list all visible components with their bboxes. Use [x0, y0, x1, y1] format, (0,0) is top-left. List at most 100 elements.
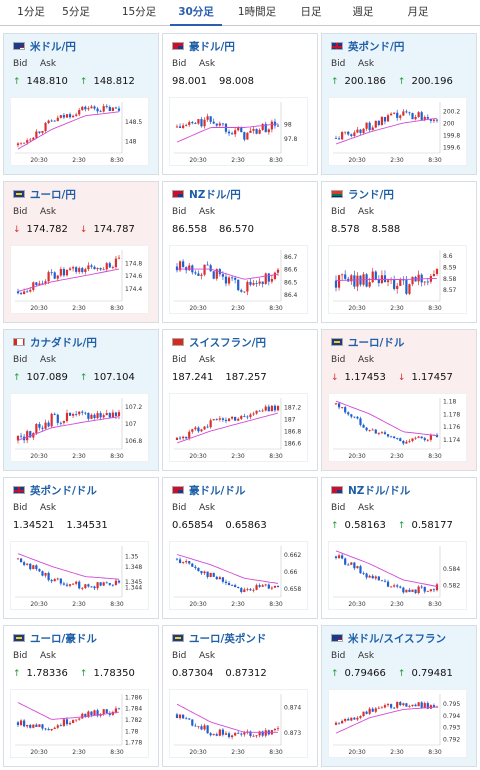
pair-name[interactable]: ユーロ/円	[30, 189, 76, 201]
candle	[414, 436, 417, 440]
pair-title[interactable]: ランド/円	[331, 187, 394, 203]
currency-card[interactable]: 米ドル/円 Bid Ask ↑ 148.810 ↑ 148.812 148.5 148 20:30…	[3, 33, 159, 175]
currency-card[interactable]: 豪ドル/円 Bid Ask 98.001 98.008 98 97.8 20:30 2:30 8:…	[162, 33, 318, 175]
pair-title[interactable]: カナダドル/円	[13, 335, 97, 351]
price-chart[interactable]: 8.6 8.59 8.58 8.57 20:30 2:30 8:30	[328, 245, 467, 314]
price-chart[interactable]: 86.7 86.6 86.5 86.4 20:30 2:30 8:30	[169, 245, 308, 314]
candle	[96, 581, 99, 591]
flag-icon	[331, 634, 343, 642]
candle	[377, 432, 380, 436]
currency-card[interactable]: ユーロ/英ポンド Bid Ask 0.87304 0.87312 0.874 0.873 20…	[162, 625, 318, 767]
pair-title[interactable]: ユーロ/ドル	[331, 335, 404, 351]
price-chart[interactable]: 107.2 107 106.8 20:30 2:30 8:30	[10, 393, 149, 462]
tab-4[interactable]: 1時間足	[237, 6, 277, 18]
pair-name[interactable]: ユーロ/豪ドル	[30, 633, 97, 645]
candle	[344, 270, 347, 281]
pair-title[interactable]: 英ポンド/円	[331, 39, 404, 55]
price-chart[interactable]: 98 97.8 20:30 2:30 8:30	[169, 97, 308, 166]
x-tick-label: 20:30	[189, 453, 206, 460]
x-tick-label: 20:30	[189, 601, 206, 608]
moving-average-line	[17, 268, 120, 292]
bid-value: 187.241	[172, 372, 219, 383]
pair-title[interactable]: NZドル/円	[172, 187, 241, 203]
pair-title[interactable]: ユーロ/英ポンド	[172, 631, 266, 647]
pair-name[interactable]: ランド/円	[348, 189, 394, 201]
candle	[227, 581, 231, 586]
pair-name[interactable]: 英ポンド/円	[348, 41, 405, 53]
candle	[344, 557, 347, 566]
pair-title[interactable]: 米ドル/円	[13, 39, 76, 55]
price-chart[interactable]: 0.584 0.582 20:30 2:30 8:30	[328, 541, 467, 610]
currency-card[interactable]: ユーロ/豪ドル Bid Ask ↑ 1.78336 ↑ 1.78350 1.786 1.784 1…	[3, 625, 159, 767]
candle	[237, 586, 240, 589]
pair-name[interactable]: ユーロ/英ポンド	[189, 633, 267, 645]
candle	[334, 555, 338, 560]
y-tick-label: 1.778	[125, 740, 142, 747]
pair-title[interactable]: ユーロ/豪ドル	[13, 631, 97, 647]
y-tick-label: 1.78	[125, 728, 139, 735]
bid-ask-labels: Bid Ask	[331, 355, 385, 365]
pair-title[interactable]: NZドル/ドル	[331, 483, 410, 499]
currency-card[interactable]: スイスフラン/円 Bid Ask 187.241 187.257 187.2 187 186.…	[162, 329, 318, 471]
price-chart[interactable]: 0.662 0.66 0.658 20:30 2:30 8:30	[169, 541, 308, 610]
currency-card[interactable]: 英ポンド/ドル Bid Ask 1.34521 1.34531 1.35 1.348 1.34…	[3, 477, 159, 619]
candle	[35, 281, 38, 287]
pair-title[interactable]: 豪ドル/ドル	[172, 483, 245, 499]
currency-card[interactable]: NZドル/ドル Bid Ask ↑ 0.58163 ↑ 0.58177 0.584 0.582 2…	[321, 477, 477, 619]
x-tick-label: 2:30	[390, 453, 404, 460]
bid-label: Bid	[331, 651, 346, 661]
tab-6[interactable]: 週足	[352, 6, 374, 18]
currency-card[interactable]: NZドル/円 Bid Ask 86.558 86.570 86.7 86.6 86.5 86.4…	[162, 181, 318, 323]
tab-1[interactable]: 5分足	[62, 6, 90, 18]
tab-2[interactable]: 15分足	[121, 6, 157, 18]
price-chart[interactable]: 187.2 187 186.8 186.6 20:30 2:30 8:30	[169, 393, 308, 462]
tab-5[interactable]: 日足	[300, 6, 322, 18]
currency-card[interactable]: 豪ドル/ドル Bid Ask 0.65854 0.65863 0.662 0.66 0.658…	[162, 477, 318, 619]
price-chart[interactable]: 1.18 1.178 1.176 1.174 20:30 2:30 8:30	[328, 393, 467, 462]
pair-name[interactable]: 豪ドル/円	[189, 41, 235, 53]
currency-card[interactable]: 米ドル/スイスフラン Bid Ask ↑ 0.79466 ↑ 0.79481 0.795 0.7…	[321, 625, 477, 767]
x-tick-label: 2:30	[72, 305, 86, 312]
ask-label: Ask	[199, 355, 216, 365]
pair-title[interactable]: 豪ドル/円	[172, 39, 235, 55]
candle	[368, 574, 371, 578]
pair-name[interactable]: NZドル/円	[189, 189, 241, 201]
pair-name[interactable]: スイスフラン/円	[189, 337, 267, 349]
price-chart[interactable]: 1.786 1.784 1.782 1.78 1.778 20:30 2:30 8:30	[10, 689, 149, 758]
price-chart[interactable]: 0.874 0.873 20:30 2:30 8:30	[169, 689, 308, 758]
y-tick-label: 187.2	[284, 405, 301, 412]
price-chart[interactable]: 200.2 200 199.8 199.6 20:30 2:30 8:30	[328, 97, 467, 166]
x-tick-label: 20:30	[348, 305, 365, 312]
flag-icon	[172, 634, 184, 642]
currency-card[interactable]: ランド/円 Bid Ask 8.578 8.588 8.6 8.59 8.58 8.57 20:3…	[321, 181, 477, 323]
tab-3[interactable]: 30分足	[170, 0, 222, 26]
pair-name[interactable]: カナダドル/円	[30, 337, 97, 349]
price-chart[interactable]: 174.8 174.6 174.4 20:30 2:30 8:30	[10, 245, 149, 314]
currency-card[interactable]: カナダドル/円 Bid Ask ↑ 107.089 ↑ 107.104 107.2 107 106…	[3, 329, 159, 471]
pair-title[interactable]: ユーロ/円	[13, 187, 76, 203]
pair-title[interactable]: スイスフラン/円	[172, 335, 266, 351]
currency-card[interactable]: ユーロ/ドル Bid Ask ↓ 1.17453 ↓ 1.17457 1.18 1.178 1.1…	[321, 329, 477, 471]
candle	[87, 262, 90, 272]
pair-name[interactable]: ユーロ/ドル	[348, 337, 405, 349]
pair-name[interactable]: 豪ドル/ドル	[189, 485, 246, 497]
candle	[188, 561, 191, 565]
pair-name[interactable]: 英ポンド/ドル	[30, 485, 97, 497]
tab-7[interactable]: 月足	[407, 6, 429, 18]
price-chart[interactable]: 148.5 148 20:30 2:30 8:30	[10, 97, 149, 166]
price-chart[interactable]: 1.35 1.348 1.345 1.344 20:30 2:30 8:30	[10, 541, 149, 610]
pair-name[interactable]: NZドル/ドル	[348, 485, 411, 497]
tab-0[interactable]: 1分足	[17, 6, 45, 18]
ask-value-text: 1.34531	[66, 520, 108, 531]
ask-value-text: 187.257	[225, 372, 267, 383]
pair-title[interactable]: 英ポンド/ドル	[13, 483, 97, 499]
pair-title[interactable]: 米ドル/スイスフラン	[331, 631, 446, 647]
price-chart[interactable]: 0.795 0.794 0.793 0.792 20:30 2:30 8:30	[328, 689, 467, 758]
moving-average-line	[17, 553, 120, 580]
currency-card[interactable]: ユーロ/円 Bid Ask ↓ 174.782 ↓ 174.787 174.8 174.6 174…	[3, 181, 159, 323]
pair-name[interactable]: 米ドル/スイスフラン	[348, 633, 447, 645]
currency-card[interactable]: 英ポンド/円 Bid Ask ↑ 200.186 ↑ 200.196 200.2 200 199.…	[321, 33, 477, 175]
y-tick-label: 200.2	[443, 109, 460, 116]
candle	[264, 272, 267, 285]
pair-name[interactable]: 米ドル/円	[30, 41, 76, 53]
